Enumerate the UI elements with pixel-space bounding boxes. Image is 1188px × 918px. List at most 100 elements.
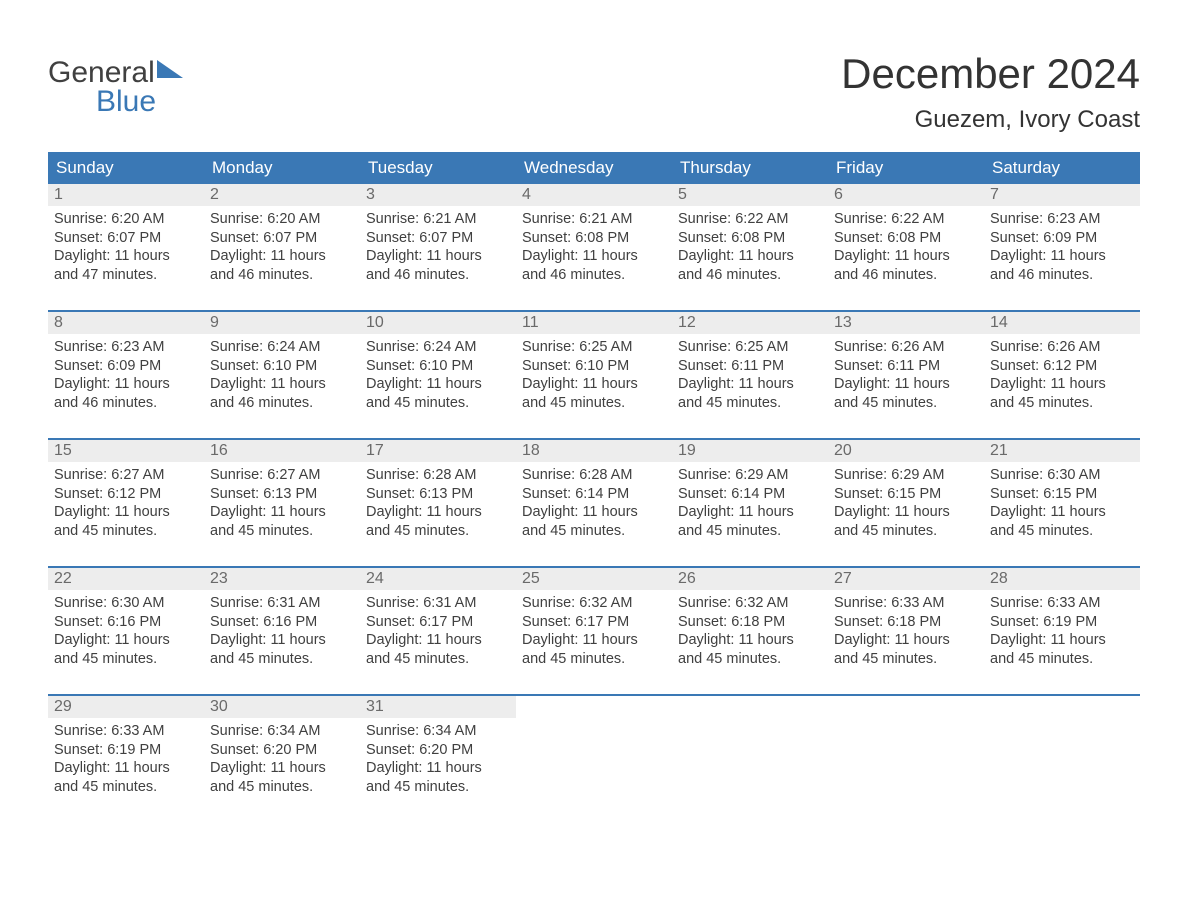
- day-cell: 21Sunrise: 6:30 AMSunset: 6:15 PMDayligh…: [984, 440, 1140, 566]
- daylight-text-line1: Daylight: 11 hours: [678, 631, 822, 650]
- daylight-text-line2: and 45 minutes.: [834, 650, 978, 669]
- day-number: 2: [204, 184, 360, 206]
- daylight-text-line1: Daylight: 11 hours: [990, 631, 1134, 650]
- day-number: 21: [984, 440, 1140, 462]
- day-number: 23: [204, 568, 360, 590]
- week-row: 8Sunrise: 6:23 AMSunset: 6:09 PMDaylight…: [48, 310, 1140, 438]
- day-number: 3: [360, 184, 516, 206]
- daylight-text-line2: and 45 minutes.: [522, 394, 666, 413]
- sunset-text: Sunset: 6:09 PM: [990, 229, 1134, 248]
- day-number: 27: [828, 568, 984, 590]
- sunrise-text: Sunrise: 6:23 AM: [990, 210, 1134, 229]
- daylight-text-line1: Daylight: 11 hours: [834, 503, 978, 522]
- day-body: Sunrise: 6:22 AMSunset: 6:08 PMDaylight:…: [828, 206, 984, 290]
- day-body: Sunrise: 6:20 AMSunset: 6:07 PMDaylight:…: [204, 206, 360, 290]
- daylight-text-line1: Daylight: 11 hours: [522, 375, 666, 394]
- day-number: 30: [204, 696, 360, 718]
- day-body: Sunrise: 6:21 AMSunset: 6:07 PMDaylight:…: [360, 206, 516, 290]
- sunset-text: Sunset: 6:19 PM: [54, 741, 198, 760]
- daylight-text-line2: and 45 minutes.: [366, 394, 510, 413]
- sunrise-text: Sunrise: 6:33 AM: [54, 722, 198, 741]
- day-number: 5: [672, 184, 828, 206]
- daylight-text-line2: and 46 minutes.: [834, 266, 978, 285]
- daylight-text-line2: and 45 minutes.: [522, 650, 666, 669]
- sunset-text: Sunset: 6:10 PM: [522, 357, 666, 376]
- day-body: Sunrise: 6:29 AMSunset: 6:15 PMDaylight:…: [828, 462, 984, 546]
- sunrise-text: Sunrise: 6:21 AM: [366, 210, 510, 229]
- daylight-text-line2: and 46 minutes.: [990, 266, 1134, 285]
- day-body: Sunrise: 6:32 AMSunset: 6:18 PMDaylight:…: [672, 590, 828, 674]
- sunset-text: Sunset: 6:13 PM: [210, 485, 354, 504]
- day-cell: [672, 696, 828, 822]
- sunrise-text: Sunrise: 6:28 AM: [522, 466, 666, 485]
- day-cell: 20Sunrise: 6:29 AMSunset: 6:15 PMDayligh…: [828, 440, 984, 566]
- day-body: Sunrise: 6:31 AMSunset: 6:16 PMDaylight:…: [204, 590, 360, 674]
- day-number: 22: [48, 568, 204, 590]
- day-cell: 30Sunrise: 6:34 AMSunset: 6:20 PMDayligh…: [204, 696, 360, 822]
- day-body: Sunrise: 6:32 AMSunset: 6:17 PMDaylight:…: [516, 590, 672, 674]
- day-cell: 15Sunrise: 6:27 AMSunset: 6:12 PMDayligh…: [48, 440, 204, 566]
- day-cell: 16Sunrise: 6:27 AMSunset: 6:13 PMDayligh…: [204, 440, 360, 566]
- day-number: 19: [672, 440, 828, 462]
- sunset-text: Sunset: 6:15 PM: [990, 485, 1134, 504]
- sunset-text: Sunset: 6:08 PM: [678, 229, 822, 248]
- sunrise-text: Sunrise: 6:32 AM: [678, 594, 822, 613]
- sunrise-text: Sunrise: 6:34 AM: [366, 722, 510, 741]
- sunset-text: Sunset: 6:14 PM: [522, 485, 666, 504]
- daylight-text-line2: and 45 minutes.: [54, 778, 198, 797]
- day-number: 1: [48, 184, 204, 206]
- day-body: Sunrise: 6:26 AMSunset: 6:12 PMDaylight:…: [984, 334, 1140, 418]
- sunset-text: Sunset: 6:10 PM: [366, 357, 510, 376]
- calendar: Sunday Monday Tuesday Wednesday Thursday…: [48, 152, 1140, 822]
- day-number: 13: [828, 312, 984, 334]
- sunrise-text: Sunrise: 6:27 AM: [210, 466, 354, 485]
- day-body: Sunrise: 6:24 AMSunset: 6:10 PMDaylight:…: [204, 334, 360, 418]
- day-number: 8: [48, 312, 204, 334]
- daylight-text-line2: and 46 minutes.: [210, 394, 354, 413]
- day-cell: 9Sunrise: 6:24 AMSunset: 6:10 PMDaylight…: [204, 312, 360, 438]
- day-number: 31: [360, 696, 516, 718]
- day-cell: 10Sunrise: 6:24 AMSunset: 6:10 PMDayligh…: [360, 312, 516, 438]
- day-cell: 14Sunrise: 6:26 AMSunset: 6:12 PMDayligh…: [984, 312, 1140, 438]
- day-cell: 31Sunrise: 6:34 AMSunset: 6:20 PMDayligh…: [360, 696, 516, 822]
- daylight-text-line2: and 46 minutes.: [678, 266, 822, 285]
- daylight-text-line2: and 45 minutes.: [54, 522, 198, 541]
- location-subtitle: Guezem, Ivory Coast: [841, 106, 1140, 134]
- day-body: Sunrise: 6:22 AMSunset: 6:08 PMDaylight:…: [672, 206, 828, 290]
- sunrise-text: Sunrise: 6:33 AM: [834, 594, 978, 613]
- day-body: Sunrise: 6:23 AMSunset: 6:09 PMDaylight:…: [48, 334, 204, 418]
- daylight-text-line1: Daylight: 11 hours: [678, 247, 822, 266]
- sunset-text: Sunset: 6:12 PM: [54, 485, 198, 504]
- day-cell: 7Sunrise: 6:23 AMSunset: 6:09 PMDaylight…: [984, 184, 1140, 310]
- daylight-text-line2: and 45 minutes.: [834, 522, 978, 541]
- daylight-text-line1: Daylight: 11 hours: [366, 631, 510, 650]
- sunrise-text: Sunrise: 6:24 AM: [366, 338, 510, 357]
- sunset-text: Sunset: 6:19 PM: [990, 613, 1134, 632]
- week-row: 1Sunrise: 6:20 AMSunset: 6:07 PMDaylight…: [48, 184, 1140, 310]
- day-cell: 2Sunrise: 6:20 AMSunset: 6:07 PMDaylight…: [204, 184, 360, 310]
- sunset-text: Sunset: 6:14 PM: [678, 485, 822, 504]
- daylight-text-line2: and 46 minutes.: [54, 394, 198, 413]
- day-cell: 22Sunrise: 6:30 AMSunset: 6:16 PMDayligh…: [48, 568, 204, 694]
- sunrise-text: Sunrise: 6:25 AM: [678, 338, 822, 357]
- daylight-text-line1: Daylight: 11 hours: [54, 631, 198, 650]
- sunset-text: Sunset: 6:20 PM: [366, 741, 510, 760]
- daylight-text-line1: Daylight: 11 hours: [834, 375, 978, 394]
- daylight-text-line2: and 45 minutes.: [210, 650, 354, 669]
- weeks-container: 1Sunrise: 6:20 AMSunset: 6:07 PMDaylight…: [48, 184, 1140, 822]
- day-body: Sunrise: 6:34 AMSunset: 6:20 PMDaylight:…: [360, 718, 516, 802]
- sunrise-text: Sunrise: 6:28 AM: [366, 466, 510, 485]
- title-block: December 2024 Guezem, Ivory Coast: [841, 50, 1140, 134]
- logo: General Blue: [48, 58, 183, 115]
- sunrise-text: Sunrise: 6:25 AM: [522, 338, 666, 357]
- day-number: 14: [984, 312, 1140, 334]
- daylight-text-line1: Daylight: 11 hours: [54, 247, 198, 266]
- daylight-text-line2: and 46 minutes.: [366, 266, 510, 285]
- daylight-text-line1: Daylight: 11 hours: [210, 247, 354, 266]
- day-header-friday: Friday: [828, 152, 984, 184]
- sunset-text: Sunset: 6:07 PM: [54, 229, 198, 248]
- day-cell: 13Sunrise: 6:26 AMSunset: 6:11 PMDayligh…: [828, 312, 984, 438]
- sunset-text: Sunset: 6:11 PM: [678, 357, 822, 376]
- daylight-text-line1: Daylight: 11 hours: [522, 503, 666, 522]
- sunrise-text: Sunrise: 6:26 AM: [990, 338, 1134, 357]
